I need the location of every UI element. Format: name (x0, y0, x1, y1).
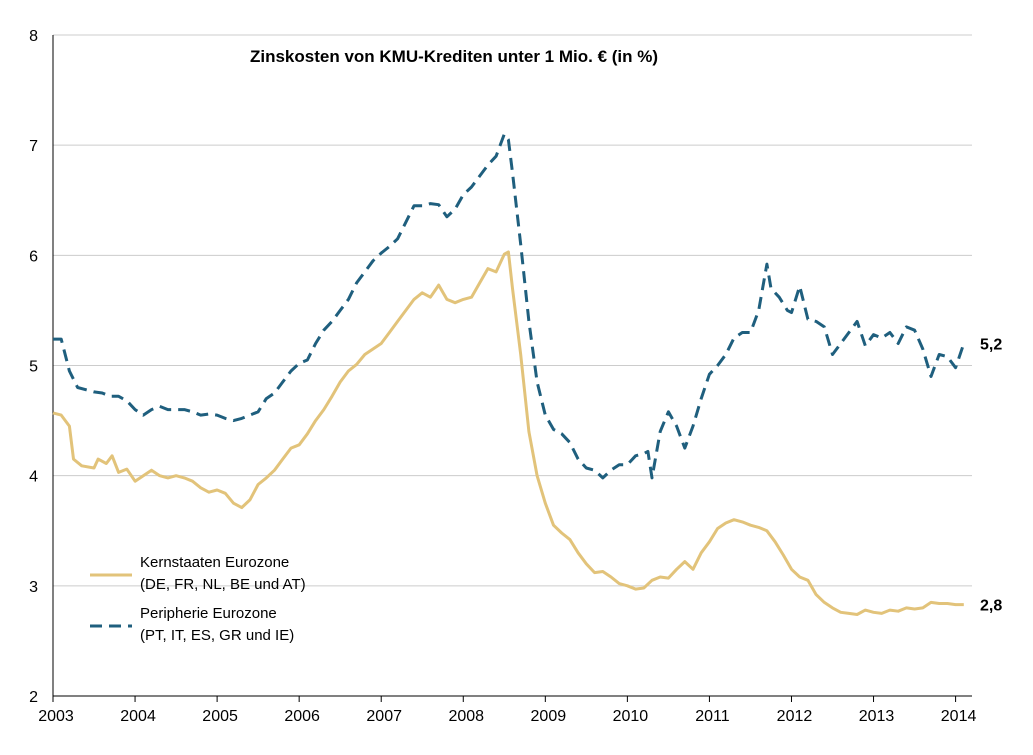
chart-title: Zinskosten von KMU-Krediten unter 1 Mio.… (250, 47, 658, 66)
gridlines (53, 34, 972, 587)
y-tick-label: 6 (29, 248, 38, 265)
x-tick-label: 2004 (120, 708, 156, 725)
x-tick-label: 2008 (448, 708, 484, 725)
y-tick-label: 7 (29, 138, 38, 155)
series-lines (52, 132, 966, 616)
x-tick-label: 2007 (366, 708, 402, 725)
series-line-periphery (53, 132, 966, 480)
x-tick-label: 2006 (284, 708, 320, 725)
x-tick-label: 2003 (38, 708, 74, 725)
x-tick-label: 2013 (859, 708, 895, 725)
end-labels: 2,8 5,2 (980, 336, 1002, 614)
x-tick-label: 2009 (531, 708, 567, 725)
legend: Kernstaaten Eurozone (DE, FR, NL, BE und … (90, 554, 306, 644)
x-tick-label: 2005 (202, 708, 238, 725)
series-line-core (52, 250, 964, 616)
y-tick-label: 4 (29, 469, 38, 486)
x-tick-label: 2014 (941, 708, 977, 725)
y-tick-label: 2 (29, 689, 38, 706)
y-tick-label: 8 (29, 28, 38, 45)
legend-label: (DE, FR, NL, BE und AT) (140, 576, 306, 593)
axes: 2 3 4 5 6 7 8 2003 2004 2005 2006 2007 2008 2009 2010 2… (29, 28, 976, 725)
x-tick-label: 2010 (613, 708, 649, 725)
end-value-label: 5,2 (980, 336, 1002, 353)
y-tick-label: 5 (29, 359, 38, 376)
x-tick-label: 2011 (695, 708, 730, 725)
legend-label: (PT, IT, ES, GR und IE) (140, 627, 294, 644)
legend-label: Kernstaaten Eurozone (140, 554, 289, 571)
end-value-label: 2,8 (980, 598, 1002, 615)
legend-label: Peripherie Eurozone (140, 605, 277, 622)
y-tick-label: 3 (29, 579, 38, 596)
x-tick-label: 2012 (777, 708, 813, 725)
